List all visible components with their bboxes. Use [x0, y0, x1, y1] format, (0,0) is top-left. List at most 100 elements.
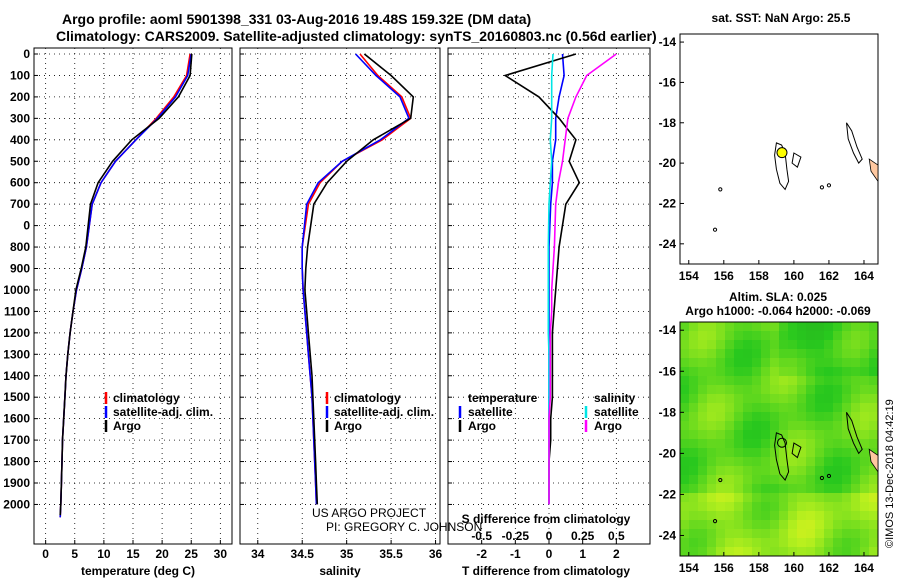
sla-cell: [752, 511, 762, 521]
project-credit: US ARGO PROJECT: [312, 506, 427, 520]
sla-cell: [842, 394, 852, 404]
sla-cell: [797, 412, 807, 422]
sla-cell: [824, 394, 834, 404]
sla-cell: [851, 475, 861, 485]
legend-temperature-title: temperature: [468, 391, 538, 405]
sla-cell: [770, 322, 780, 332]
sla-cell: [815, 340, 825, 350]
sla-cell: [689, 430, 699, 440]
sla-cell: [689, 421, 699, 431]
sla-cell: [743, 511, 753, 521]
sla-cell: [833, 403, 843, 413]
sla-cell: [779, 475, 789, 485]
sla-cell: [716, 511, 726, 521]
sla-cell: [833, 547, 843, 557]
sla-cell: [743, 421, 753, 431]
sla-cell: [752, 520, 762, 530]
sla-cell: [842, 457, 852, 467]
series-line-climatology: [301, 53, 412, 505]
sla-cell: [707, 511, 717, 521]
sla-cell: [761, 529, 771, 539]
sla-cell: [851, 340, 861, 350]
sla-cell: [734, 538, 744, 548]
sla-cell: [824, 385, 834, 395]
sla-cell: [680, 322, 690, 332]
depth-tick-label: 800: [10, 240, 30, 254]
map-lon-label: 154: [679, 561, 699, 575]
sla-cell: [716, 331, 726, 341]
x-tick-label: -1: [510, 547, 521, 561]
sla-cell: [797, 403, 807, 413]
sla-cell: [698, 358, 708, 368]
sla-cell: [869, 340, 879, 350]
sla-cell: [869, 529, 879, 539]
sla-cell: [770, 430, 780, 440]
sla-cell: [716, 412, 726, 422]
sla-cell: [761, 493, 771, 503]
sla-cell: [725, 448, 735, 458]
sla-cell: [698, 394, 708, 404]
sla-cell: [698, 529, 708, 539]
sla-cell: [869, 475, 879, 485]
depth-tick-label: 300: [10, 111, 30, 125]
sla-cell: [860, 547, 870, 557]
sla-cell: [860, 358, 870, 368]
map-lat-label: -24: [659, 528, 677, 542]
x-tick-label: 34.5: [291, 547, 315, 561]
sla-cell: [779, 430, 789, 440]
depth-tick-label: 500: [10, 154, 30, 168]
sla-cell: [824, 376, 834, 386]
sla-cell: [833, 529, 843, 539]
sla-cell: [851, 394, 861, 404]
reef-outline: [791, 442, 802, 459]
sla-cell: [824, 367, 834, 377]
sla-cell: [761, 376, 771, 386]
s-tick-label: 0: [546, 529, 553, 543]
sla-cell: [788, 448, 798, 458]
sla-cell: [689, 349, 699, 359]
sla-cell: [815, 511, 825, 521]
sla-cell: [860, 376, 870, 386]
sla-cell: [707, 430, 717, 440]
sla-cell: [707, 394, 717, 404]
sla-cell: [689, 520, 699, 530]
sla-cell: [806, 502, 816, 512]
map-lon-label: 160: [784, 269, 804, 283]
sla-cell: [833, 358, 843, 368]
sla-cell: [689, 493, 699, 503]
sla-cell: [752, 403, 762, 413]
sla-cell: [824, 358, 834, 368]
sla-cell: [869, 430, 879, 440]
sla-cell: [869, 538, 879, 548]
sla-cell: [761, 394, 771, 404]
sla-cell: [851, 403, 861, 413]
series-line-satellite: [301, 53, 410, 505]
map-lat-label: -18: [659, 405, 677, 419]
depth-tick-label: 1000: [3, 283, 30, 297]
sla-cell: [788, 340, 798, 350]
sla-cell: [761, 520, 771, 530]
sla-cell: [752, 421, 762, 431]
sla-cell: [869, 484, 879, 494]
depth-tick-label: 1700: [3, 433, 30, 447]
sla-cell: [680, 385, 690, 395]
sla-cell: [680, 358, 690, 368]
sla-cell: [824, 331, 834, 341]
sla-cell: [851, 448, 861, 458]
sla-cell: [797, 376, 807, 386]
sla-cell: [806, 475, 816, 485]
sla-cell: [770, 502, 780, 512]
sla-cell: [851, 331, 861, 341]
sla-cell: [788, 484, 798, 494]
series-line-satellite: [59, 53, 192, 518]
sla-cell: [725, 547, 735, 557]
sla-cell: [707, 538, 717, 548]
sla-cell: [770, 511, 780, 521]
map-lat-label: -14: [659, 323, 677, 337]
sla-cell: [707, 421, 717, 431]
sla-cell: [752, 493, 762, 503]
sla-cell: [752, 430, 762, 440]
sla-cell: [698, 466, 708, 476]
sla-cell: [869, 322, 879, 332]
sla-cell: [797, 349, 807, 359]
